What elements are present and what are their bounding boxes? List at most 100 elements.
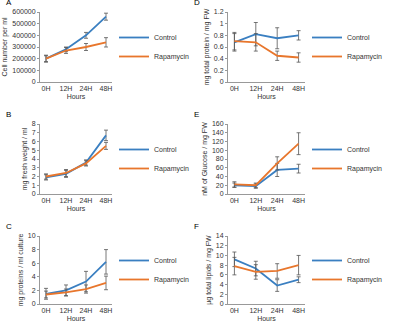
svg-text:48H: 48H (100, 197, 113, 204)
svg-text:4: 4 (32, 273, 36, 280)
svg-text:12H: 12H (60, 197, 73, 204)
svg-text:0: 0 (220, 190, 224, 197)
svg-text:0: 0 (32, 78, 36, 85)
svg-text:0H: 0H (230, 307, 239, 314)
svg-text:24H: 24H (80, 197, 93, 204)
svg-text:µg total lipids / mg FW: µg total lipids / mg FW (205, 235, 213, 305)
svg-text:0H: 0H (230, 197, 239, 204)
svg-text:6: 6 (32, 260, 36, 267)
svg-text:20: 20 (216, 182, 224, 189)
svg-text:200000: 200000 (12, 55, 35, 62)
svg-text:mg fresh weight / ml: mg fresh weight / ml (21, 127, 29, 190)
svg-text:140: 140 (212, 129, 224, 136)
svg-text:12H: 12H (60, 85, 73, 92)
svg-text:48H: 48H (100, 307, 113, 314)
svg-text:48H: 48H (100, 85, 113, 92)
svg-text:48H: 48H (292, 307, 305, 314)
svg-text:80: 80 (216, 155, 224, 162)
svg-text:5: 5 (32, 147, 36, 154)
svg-text:0H: 0H (42, 307, 51, 314)
svg-text:100000: 100000 (12, 67, 35, 74)
svg-text:Cell number per ml: Cell number per ml (1, 17, 9, 77)
svg-text:6: 6 (32, 138, 36, 145)
svg-text:0H: 0H (230, 85, 239, 92)
svg-text:0H: 0H (42, 197, 51, 204)
svg-text:Control: Control (347, 34, 370, 41)
svg-text:3: 3 (32, 164, 36, 171)
svg-text:8: 8 (32, 120, 36, 127)
svg-text:nM of Glucose / mg FW: nM of Glucose / mg FW (201, 122, 209, 196)
svg-text:12: 12 (216, 242, 224, 249)
svg-text:400000: 400000 (12, 32, 35, 39)
svg-text:Rapamycin: Rapamycin (347, 276, 382, 284)
svg-text:Rapamycin: Rapamycin (154, 165, 189, 173)
svg-text:Control: Control (154, 146, 177, 153)
svg-text:100: 100 (212, 147, 224, 154)
svg-text:24H: 24H (80, 85, 93, 92)
svg-text:1.2: 1.2 (214, 8, 224, 15)
svg-text:24H: 24H (271, 85, 284, 92)
svg-text:600000: 600000 (12, 8, 35, 15)
svg-text:10: 10 (216, 252, 224, 259)
svg-text:2: 2 (220, 291, 224, 298)
svg-text:Rapamycin: Rapamycin (347, 165, 382, 173)
svg-text:D: D (194, 0, 200, 7)
svg-text:10: 10 (28, 232, 36, 239)
svg-text:B: B (6, 110, 11, 119)
svg-text:Hours: Hours (257, 93, 276, 100)
svg-text:60: 60 (216, 164, 224, 171)
svg-text:24H: 24H (80, 307, 93, 314)
svg-text:160: 160 (212, 120, 224, 127)
svg-text:C: C (6, 222, 12, 231)
svg-text:0.8: 0.8 (214, 32, 224, 39)
svg-text:24H: 24H (271, 197, 284, 204)
svg-text:mg total protein / mg FW: mg total protein / mg FW (203, 8, 211, 85)
svg-text:120: 120 (212, 138, 224, 145)
svg-text:Control: Control (154, 34, 177, 41)
svg-text:7: 7 (32, 129, 36, 136)
svg-text:0: 0 (220, 300, 224, 307)
svg-text:48H: 48H (292, 85, 305, 92)
svg-text:mg proteins / ml culture: mg proteins / ml culture (17, 234, 25, 307)
svg-text:12H: 12H (249, 197, 262, 204)
svg-text:Control: Control (347, 146, 370, 153)
svg-text:Hours: Hours (257, 315, 276, 322)
svg-text:2: 2 (32, 173, 36, 180)
svg-text:0: 0 (32, 190, 36, 197)
svg-text:8: 8 (220, 262, 224, 269)
svg-text:2: 2 (32, 287, 36, 294)
svg-text:4: 4 (32, 155, 36, 162)
svg-text:500000: 500000 (12, 20, 35, 27)
svg-text:1: 1 (32, 182, 36, 189)
svg-text:40: 40 (216, 173, 224, 180)
svg-text:4: 4 (220, 281, 224, 288)
svg-text:24H: 24H (271, 307, 284, 314)
svg-text:Rapamycin: Rapamycin (347, 53, 382, 61)
svg-text:0.2: 0.2 (214, 67, 224, 74)
svg-text:Control: Control (154, 257, 177, 264)
svg-text:12H: 12H (249, 307, 262, 314)
svg-text:Control: Control (347, 257, 370, 264)
svg-text:Rapamycin: Rapamycin (154, 276, 189, 284)
svg-text:0H: 0H (42, 85, 51, 92)
svg-text:0: 0 (32, 300, 36, 307)
svg-text:E: E (194, 110, 199, 119)
svg-text:Hours: Hours (67, 205, 86, 212)
svg-text:300000: 300000 (12, 43, 35, 50)
svg-text:A: A (6, 0, 12, 7)
svg-text:Hours: Hours (67, 315, 86, 322)
svg-text:0.4: 0.4 (214, 55, 224, 62)
svg-text:12H: 12H (249, 85, 262, 92)
svg-text:6: 6 (220, 271, 224, 278)
svg-text:F: F (194, 222, 199, 231)
svg-text:8: 8 (32, 246, 36, 253)
svg-text:12H: 12H (60, 307, 73, 314)
svg-text:0.6: 0.6 (214, 43, 224, 50)
svg-text:Hours: Hours (67, 93, 86, 100)
svg-text:Hours: Hours (257, 205, 276, 212)
svg-text:1: 1 (220, 20, 224, 27)
svg-text:48H: 48H (292, 197, 305, 204)
svg-text:0: 0 (220, 78, 224, 85)
svg-text:14: 14 (216, 232, 224, 239)
svg-text:Rapamycin: Rapamycin (154, 53, 189, 61)
